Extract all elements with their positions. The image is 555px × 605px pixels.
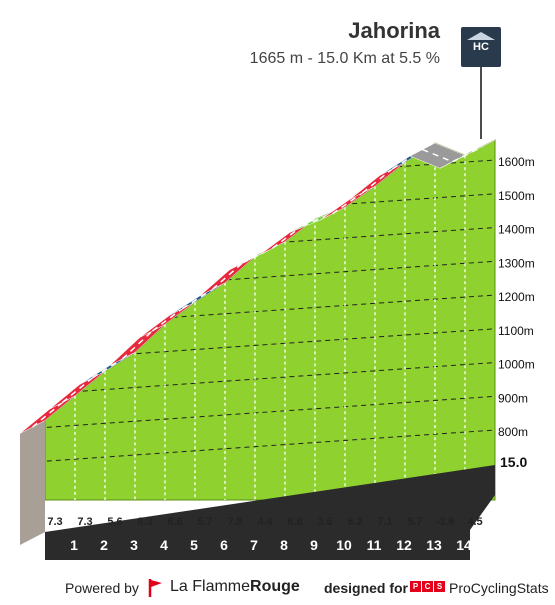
km-tick-label: 2: [100, 537, 108, 553]
elevation-gridline: [45, 260, 495, 295]
gradient-label: 6.2: [347, 516, 362, 528]
gradient-label: 5.6: [107, 516, 122, 528]
km-tick-label: 6: [220, 537, 228, 553]
km-tick-label: 8: [280, 537, 288, 553]
elevation-tick-label: 1000m: [498, 358, 535, 372]
gradient-label: 4.4: [257, 516, 273, 528]
km-axis-base: [45, 465, 495, 560]
km-tick-label: 7: [250, 537, 258, 553]
powered-by-text: Powered by: [65, 580, 139, 596]
elevation-tick-label: 1400m: [498, 223, 535, 237]
elevation-tick-label: 1100m: [498, 324, 534, 338]
km-tick-label: 1: [70, 537, 78, 553]
road-centerline: [182, 288, 213, 310]
gradient-label: -3.6: [436, 516, 455, 528]
km-tick-label: 13: [426, 537, 442, 553]
category-label: HC: [473, 41, 489, 53]
km-tick-label: 12: [396, 537, 412, 553]
road-centerline: [212, 262, 243, 290]
elevation-tick-label: 1500m: [498, 189, 535, 203]
category-hc-badge: HC: [461, 27, 501, 67]
elevation-gridline: [45, 328, 495, 363]
gradient-label: 5.7: [407, 516, 422, 528]
km-tick-label: 11: [367, 537, 382, 553]
elevation-tick-label: 1600m: [498, 155, 535, 169]
gradient-label: 5.7: [197, 516, 212, 528]
gradient-label: 7.8: [227, 516, 242, 528]
km-tick-label: 4: [160, 537, 168, 553]
gradient-label: 7.3: [77, 516, 92, 528]
footer: Powered by La FlammeRouge designed for P…: [0, 575, 555, 605]
gradient-label: 6.6: [167, 516, 182, 528]
road-centerline: [392, 148, 423, 170]
road-centerline: [452, 145, 483, 163]
elevation-gridline: [45, 429, 495, 464]
road-centerline: [422, 148, 453, 163]
km-tick-label: 10: [336, 537, 352, 553]
designed-for-text: designed for: [324, 580, 409, 596]
distance-end-label: 15.0: [500, 454, 527, 470]
gradient-label: 6.6: [287, 516, 302, 528]
climb-subtitle: 1665 m - 15.0 Km at 5.5 %: [249, 50, 440, 67]
gradient-label: 7.1: [377, 516, 392, 528]
km-tick-label: 9: [310, 537, 318, 553]
profile-area: [44, 139, 496, 501]
gradient-label: 4.5: [467, 516, 482, 528]
elevation-tick-label: 1200m: [498, 290, 535, 304]
elevation-tick-label: 1300m: [498, 256, 535, 270]
road-centerline: [121, 330, 154, 360]
km-tick-label: 3: [130, 537, 138, 553]
procyclingstats-text: ProCyclingStats: [449, 580, 549, 596]
gradient-label: 7.3: [47, 516, 62, 528]
km-tick-label: 14: [456, 537, 472, 553]
elevation-gridline: [45, 362, 495, 396]
elevation-gridline: [45, 294, 495, 329]
elevation-tick-label: 800m: [498, 425, 528, 439]
elevation-gridline: [45, 395, 495, 430]
elevation-tick-label: 900m: [498, 391, 528, 405]
flamme-rouge-flag-icon: [148, 579, 162, 597]
mountain-icon: [467, 32, 495, 40]
gradient-label: 8.3: [137, 516, 152, 528]
flamme-rouge-logo-text: La FlammeRouge: [170, 578, 300, 595]
gradient-label: 3.6: [317, 516, 332, 528]
road-centerline: [92, 358, 123, 379]
km-tick-label: 5: [190, 537, 198, 553]
climb-title: Jahorina: [348, 18, 440, 43]
profile-side-wall: [20, 420, 45, 545]
